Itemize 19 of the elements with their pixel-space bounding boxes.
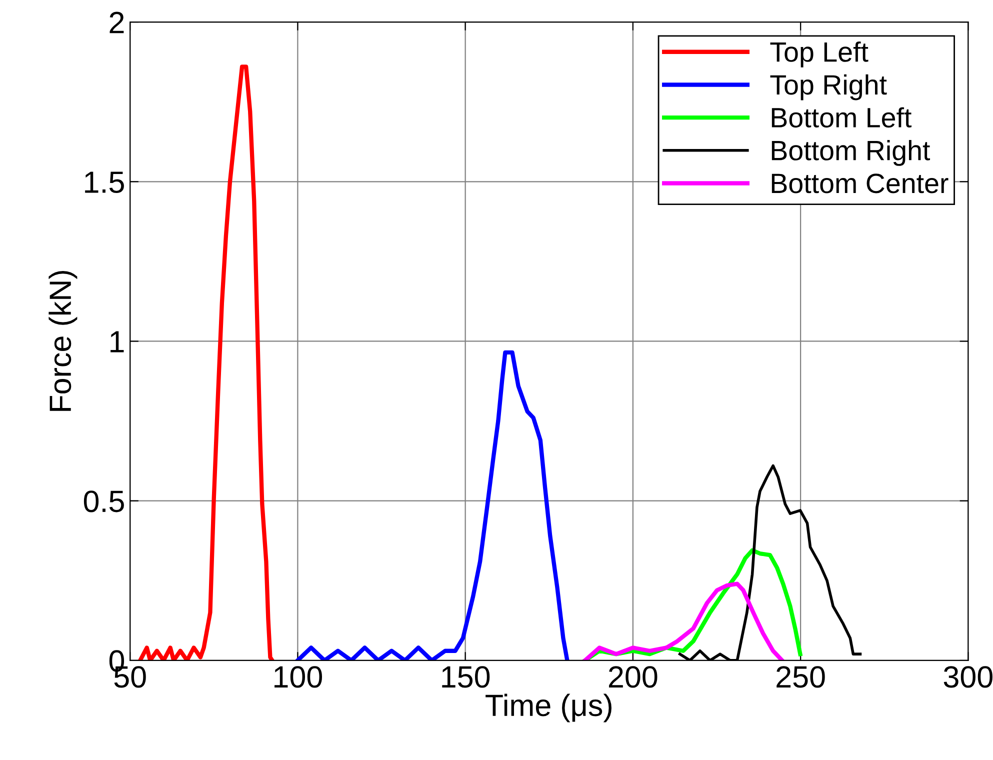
legend-label: Bottom Center: [772, 174, 948, 194]
y-tick-label: 0.5: [84, 490, 124, 512]
legend-label: Bottom Right: [772, 140, 930, 166]
line-series: [296, 350, 570, 660]
line-series: [582, 582, 784, 660]
x-tick-label: 200: [608, 666, 658, 688]
legend-label: Top Right: [770, 74, 887, 100]
x-tick-label: 100: [274, 666, 322, 688]
y-tick-label: 1.5: [85, 172, 124, 194]
x-tick-label: 250: [776, 666, 825, 688]
legend-label: Bottom Left: [772, 107, 912, 128]
legend-label: Top Left: [770, 42, 868, 68]
y-tick-label: 1: [110, 331, 124, 352]
x-tick-label: 300: [944, 666, 992, 688]
y-tick-label: 2: [110, 12, 124, 34]
y-axis-title: Force (kN): [48, 270, 78, 411]
line-series: [138, 64, 274, 660]
x-tick-label: 150: [442, 666, 490, 688]
x-axis-title: Time (μs): [486, 694, 612, 722]
